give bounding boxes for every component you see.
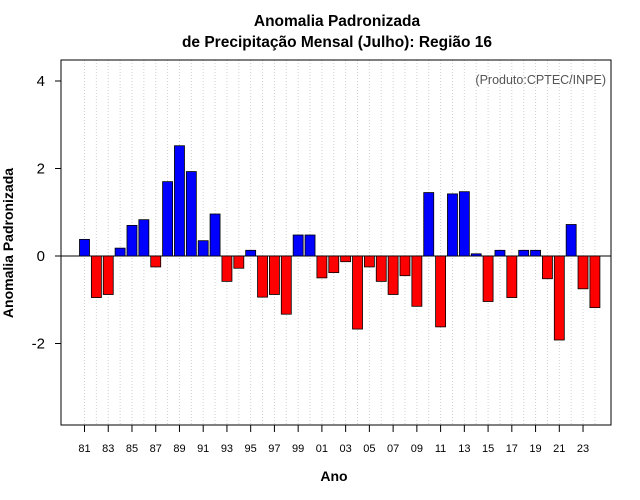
x-tick-label: 13: [458, 443, 470, 455]
x-tick-label: 85: [126, 443, 138, 455]
bar-2002: [328, 255, 340, 274]
x-tick-label: 83: [102, 443, 114, 455]
bar-2017: [506, 255, 518, 298]
bar-1982: [90, 255, 102, 298]
x-tick-label: 15: [482, 443, 494, 455]
bar-2005: [363, 255, 375, 268]
bar-2009: [411, 255, 423, 307]
x-tick-label: 97: [268, 443, 280, 455]
bar-1983: [102, 255, 114, 295]
bar-2019: [530, 249, 541, 257]
bar-2011: [435, 255, 447, 328]
x-tick-label: 07: [387, 443, 399, 455]
x-tick-label: 99: [292, 443, 304, 455]
bar-2000: [304, 234, 316, 257]
x-tick-label: 93: [221, 443, 233, 455]
x-tick-label: 95: [245, 443, 257, 455]
chart-title: Anomalia Padronizada: [254, 13, 421, 30]
bar-1987: [150, 255, 162, 268]
bar-2007: [387, 255, 399, 295]
bar-1991: [197, 240, 209, 257]
x-tick-label: 03: [340, 443, 352, 455]
bar-1988: [162, 181, 173, 257]
bar-1999: [292, 234, 304, 257]
bar-1990: [185, 171, 197, 257]
bar-2023: [577, 255, 589, 290]
bars-group: [79, 145, 601, 341]
x-tick-label: 23: [577, 443, 589, 455]
bar-1986: [138, 219, 150, 257]
bar-1993: [221, 255, 233, 282]
x-tick-label: 21: [553, 443, 565, 455]
bar-1998: [280, 255, 292, 315]
bar-2012: [447, 193, 458, 257]
bar-2001: [316, 255, 328, 279]
y-tick-label: 0: [37, 248, 45, 265]
bar-2014: [470, 253, 482, 257]
plot-area-frame: [60, 59, 612, 426]
x-tick-label: 81: [78, 443, 90, 455]
x-tick-label: 09: [411, 443, 423, 455]
y-tick-label: 2: [37, 161, 45, 178]
x-axis-title: Ano: [320, 468, 347, 484]
bar-1996: [257, 255, 268, 298]
bar-1981: [79, 238, 90, 257]
y-tick-label: -2: [32, 336, 45, 353]
bar-2022: [565, 224, 577, 257]
x-tick-label: 17: [506, 443, 518, 455]
bar-2015: [482, 255, 494, 302]
bar-1984: [114, 247, 126, 257]
source-annotation: (Produto:CPTEC/INPE): [475, 73, 606, 87]
x-tick-label: 11: [435, 443, 446, 455]
bar-2013: [458, 191, 470, 257]
bar-2021: [553, 255, 565, 341]
bar-2008: [399, 255, 411, 277]
bar-1997: [269, 255, 280, 295]
y-axis: 4 2 0 -2: [32, 73, 61, 353]
x-tick-label: 87: [150, 443, 162, 455]
chart-subtitle: de Precipitação Mensal (Julho): Região 1…: [182, 34, 492, 51]
bar-2004: [352, 255, 363, 330]
bar-1995: [245, 249, 257, 257]
bar-2010: [423, 192, 435, 257]
bar-1992: [209, 213, 221, 257]
x-tick-label: 89: [173, 443, 185, 455]
y-tick-label: 4: [37, 73, 45, 90]
bar-2018: [518, 249, 530, 257]
vertical-grid: [84, 60, 596, 425]
bar-43: [589, 255, 601, 309]
y-axis-title: Anomalia Padronizada: [0, 168, 16, 318]
x-tick-label: 01: [316, 443, 328, 455]
bar-2003: [340, 255, 352, 263]
bar-1989: [174, 145, 185, 257]
bar-1994: [233, 255, 245, 269]
bar-2016: [494, 249, 506, 257]
x-tick-label: 05: [363, 443, 375, 455]
x-tick-label: 19: [529, 443, 541, 455]
bar-2020: [542, 255, 553, 280]
bar-1985: [126, 224, 138, 257]
x-axis: 81 83 85 87 89 91 93 95 97 99 01 03 05 07 09 11 13 15 17 19…: [78, 425, 589, 455]
bar-2006: [375, 255, 387, 282]
x-tick-label: 91: [197, 443, 209, 455]
